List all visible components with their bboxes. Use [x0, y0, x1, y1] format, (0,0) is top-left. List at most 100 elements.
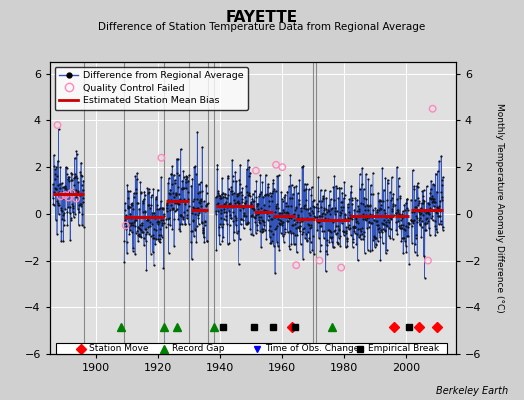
Point — [324, 227, 332, 234]
Point — [227, 188, 235, 194]
Point — [422, 227, 430, 234]
Point — [379, 216, 388, 223]
Point — [178, 184, 187, 191]
Point — [58, 180, 66, 186]
Point — [273, 173, 281, 179]
Point — [386, 226, 395, 232]
Point — [298, 215, 306, 221]
Point — [126, 204, 134, 210]
Point — [380, 206, 388, 213]
Point — [325, 208, 333, 214]
Point — [180, 199, 189, 205]
Point — [384, 180, 392, 186]
Point — [344, 226, 353, 232]
Point — [356, 186, 364, 192]
Point — [226, 200, 234, 206]
Point — [419, 197, 427, 203]
Point — [369, 170, 377, 176]
Point — [396, 194, 405, 201]
Text: Station Move: Station Move — [89, 344, 148, 353]
Point — [124, 223, 133, 229]
Point — [199, 225, 208, 231]
Point — [258, 216, 266, 223]
Point — [248, 232, 257, 238]
Point — [277, 222, 286, 228]
Point — [246, 192, 254, 199]
Point — [400, 235, 408, 241]
Point — [278, 220, 286, 226]
Point — [201, 208, 210, 214]
Point — [53, 158, 62, 164]
Point — [330, 197, 339, 203]
Point — [278, 196, 286, 202]
Point — [229, 218, 237, 224]
Point — [223, 194, 231, 201]
Point — [170, 207, 179, 214]
Point — [411, 204, 419, 210]
Point — [175, 172, 183, 178]
Point — [191, 226, 200, 233]
Point — [375, 229, 383, 235]
Point — [320, 235, 328, 242]
Point — [191, 225, 199, 232]
Point — [130, 219, 138, 226]
Point — [270, 186, 278, 192]
Point — [174, 200, 182, 207]
Point — [70, 214, 78, 220]
Point — [222, 208, 230, 215]
Point — [214, 187, 222, 194]
Point — [427, 215, 435, 222]
Point — [327, 206, 335, 212]
Point — [313, 214, 321, 220]
Point — [136, 226, 144, 232]
Point — [237, 192, 246, 198]
Point — [297, 217, 305, 224]
Point — [388, 174, 396, 180]
Point — [143, 217, 151, 223]
Point — [400, 226, 408, 232]
Point — [316, 223, 324, 229]
Point — [367, 220, 375, 226]
Point — [260, 227, 269, 233]
Point — [340, 229, 348, 235]
Point — [149, 249, 157, 255]
Point — [304, 209, 313, 216]
Point — [137, 189, 145, 195]
Point — [259, 193, 267, 200]
Point — [188, 175, 196, 182]
Point — [147, 250, 155, 257]
Point — [261, 208, 269, 214]
Point — [367, 213, 376, 220]
Point — [158, 205, 167, 212]
Point — [157, 174, 165, 181]
Point — [52, 185, 60, 192]
Point — [325, 239, 333, 245]
Point — [174, 191, 183, 198]
Point — [428, 212, 436, 219]
Point — [261, 172, 270, 178]
Point — [418, 200, 426, 206]
Point — [405, 221, 413, 228]
Point — [177, 185, 185, 192]
Point — [394, 209, 402, 215]
Point — [121, 220, 129, 226]
Point — [49, 202, 58, 208]
Point — [176, 228, 184, 234]
Point — [223, 241, 232, 247]
Point — [158, 220, 166, 226]
Point — [246, 170, 254, 176]
Point — [304, 186, 313, 193]
Point — [359, 186, 368, 192]
Point — [215, 232, 223, 239]
Point — [140, 188, 148, 195]
Point — [141, 226, 149, 232]
Point — [58, 216, 67, 222]
Point — [188, 210, 196, 217]
Point — [223, 221, 231, 227]
Point — [182, 185, 190, 192]
Point — [380, 221, 388, 228]
Point — [192, 171, 200, 178]
Point — [231, 200, 239, 206]
Point — [269, 176, 277, 183]
Point — [265, 213, 273, 220]
